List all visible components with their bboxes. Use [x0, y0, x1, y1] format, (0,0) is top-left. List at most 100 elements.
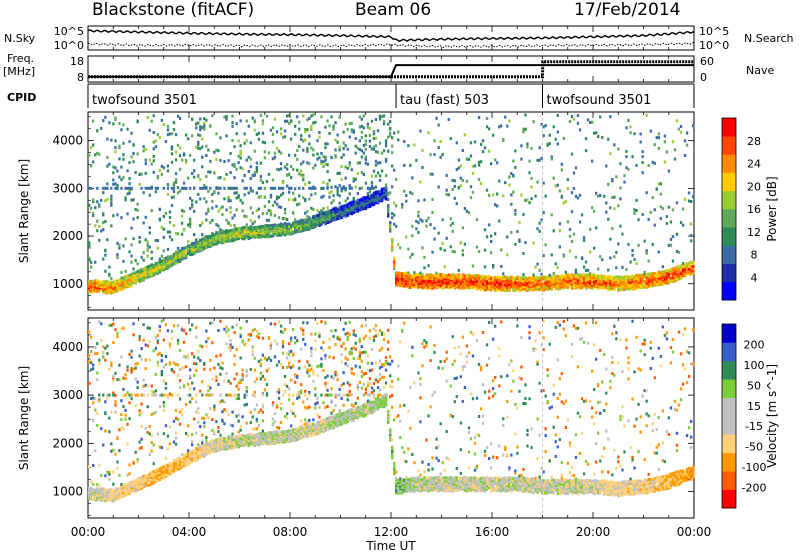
power-panel-cell — [560, 279, 564, 283]
power-panel-cell — [593, 246, 596, 250]
power-panel-cell — [548, 277, 552, 280]
power-panel-cell — [389, 221, 392, 224]
power-panel-cell — [423, 279, 426, 283]
power-panel-cell — [316, 213, 319, 217]
power-panel-cell — [498, 219, 501, 223]
power-panel-cell — [376, 129, 380, 133]
power-panel-cell — [366, 125, 370, 129]
power-panel-cell — [334, 155, 337, 159]
power-panel-cell — [314, 163, 317, 167]
power-panel-cell — [302, 114, 305, 118]
power-panel-cell — [453, 284, 457, 287]
power-panel-cell — [257, 195, 261, 199]
power-panel-cell — [148, 158, 151, 162]
power-panel-cell — [364, 155, 368, 159]
power-panel-cell — [90, 265, 93, 269]
power-panel-cell — [211, 114, 214, 118]
power-panel-cell — [132, 279, 135, 283]
power-panel-cell — [340, 186, 343, 190]
power-panel-cell — [96, 219, 99, 223]
power-panel-cell — [389, 191, 392, 195]
power-panel-cell — [655, 136, 658, 140]
power-panel-cell — [201, 137, 204, 141]
power-panel-cell — [661, 282, 665, 286]
power-panel-cell — [239, 227, 242, 231]
power-panel-cell — [180, 250, 184, 254]
power-panel-cell — [387, 204, 390, 208]
power-panel-cell — [597, 135, 600, 138]
power-panel-cell — [601, 286, 604, 290]
power-panel-cell — [249, 177, 252, 181]
power-panel-cell — [411, 274, 414, 278]
power-panel-cell — [332, 207, 335, 211]
power-panel-cell — [300, 162, 303, 166]
power-panel-cell — [328, 211, 331, 215]
power-panel-cell — [286, 167, 289, 171]
power-panel-cell — [130, 281, 133, 285]
power-panel-cell — [322, 180, 325, 184]
power-panel-cell — [298, 120, 301, 124]
power-panel-cell — [657, 136, 660, 140]
power-panel-cell — [483, 228, 487, 232]
power-panel-cell — [447, 284, 451, 288]
power-panel-cell — [277, 168, 281, 172]
power-panel-cell — [597, 274, 600, 278]
power-panel-cell — [530, 283, 533, 287]
power-panel-cell — [92, 143, 95, 147]
power-panel-cell — [219, 176, 222, 180]
power-panel-cell — [419, 271, 422, 275]
power-panel-cell — [235, 167, 238, 171]
power-panel-cell — [283, 135, 287, 139]
power-panel-cell — [124, 285, 127, 289]
power-panel-cell — [411, 252, 414, 256]
power-panel-cell — [441, 276, 444, 280]
velocity-panel-cell — [106, 397, 109, 401]
power-panel-cell — [304, 226, 307, 230]
velocity-panel-cell — [108, 323, 111, 327]
power-panel-cell — [423, 198, 426, 202]
power-panel-cell — [572, 187, 576, 190]
power-panel-cell — [395, 177, 398, 181]
power-panel-cell — [528, 171, 531, 175]
power-panel-cell — [122, 276, 125, 280]
power-panel-cell — [130, 198, 133, 202]
power-panel-cell — [619, 197, 622, 201]
power-panel-cell — [502, 275, 505, 279]
velocity-panel-cell — [114, 498, 117, 502]
power-panel-cell — [336, 186, 339, 190]
power-panel-cell — [522, 287, 525, 291]
power-panel-cell — [174, 257, 178, 261]
power-panel-cell — [431, 274, 434, 278]
power-panel-cell — [227, 229, 230, 233]
power-panel-cell — [120, 285, 123, 288]
power-panel-cell — [417, 277, 420, 281]
power-panel-cell — [506, 124, 509, 128]
power-panel-cell — [126, 192, 129, 196]
power-panel-cell — [564, 273, 568, 277]
power-panel-cell — [298, 224, 301, 228]
power-panel-cell — [106, 289, 109, 293]
power-panel-cell — [477, 160, 481, 164]
power-panel-cell — [506, 280, 509, 283]
power-panel-cell — [174, 178, 178, 182]
power-panel-cell — [690, 234, 693, 238]
velocity-panel-cell — [96, 424, 99, 427]
power-panel-cell — [368, 203, 372, 207]
power-panel-cell — [273, 227, 277, 231]
power-panel-cell — [138, 236, 141, 239]
power-panel-cell — [172, 195, 176, 199]
power-panel-cell — [251, 225, 255, 229]
power-panel-cell — [621, 232, 624, 236]
power-panel-cell — [510, 202, 513, 206]
power-panel-cell — [267, 224, 271, 228]
power-panel-cell — [213, 150, 216, 154]
velocity-panel-cell — [130, 368, 133, 372]
power-panel-cell — [403, 163, 406, 167]
power-panel-cell — [225, 172, 228, 176]
power-panel-cell — [384, 159, 388, 163]
power-panel-cell — [279, 127, 283, 131]
power-panel-cell — [473, 275, 477, 279]
power-panel-cell — [488, 149, 491, 153]
power-panel-cell — [326, 210, 329, 214]
power-panel-cell — [336, 133, 339, 137]
